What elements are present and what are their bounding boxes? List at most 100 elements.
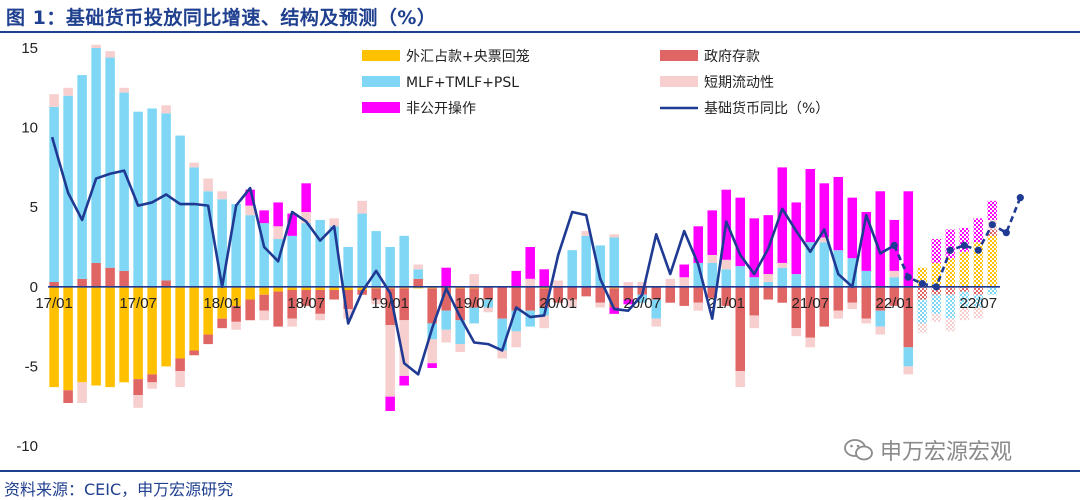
bar-omo-segment: [511, 270, 521, 287]
bar-gov-segment: [77, 278, 87, 287]
bar-short-segment: [273, 226, 283, 240]
bar-omo-segment: [763, 215, 774, 275]
bar-gov-segment: [903, 286, 914, 348]
bar-short-segment: [315, 313, 325, 321]
bar-short-segment: [497, 350, 507, 359]
x-tick-label: 22/01: [876, 295, 914, 312]
bar-mlf-segment: [917, 299, 928, 324]
bar-mlf-segment: [203, 191, 213, 287]
footer-rule: [0, 470, 1080, 472]
bar-gov-segment: [861, 286, 872, 319]
legend-swatch-gov: [660, 50, 698, 61]
bar-fx-segment: [959, 251, 970, 287]
bar-gov-segment: [469, 288, 479, 308]
bar-short-segment: [875, 326, 886, 335]
y-tick-label: 15: [21, 40, 38, 57]
bar-mlf-segment: [245, 215, 255, 287]
bar-omo-segment: [819, 183, 830, 238]
bar-gov-segment: [119, 270, 129, 287]
bar-short-segment: [833, 310, 844, 319]
watermark-text: 申万宏源宏观: [880, 440, 1013, 465]
bar-mlf-segment: [497, 318, 507, 351]
bar-gov-segment: [945, 286, 956, 295]
bar-fx-segment: [217, 286, 227, 319]
bar-short-segment: [539, 315, 549, 329]
legend-label-line: 基础货币同比（%）: [704, 100, 829, 117]
bar-fx-segment: [917, 267, 928, 287]
bar-mlf-segment: [637, 294, 647, 303]
x-tick-label: 22/07: [960, 295, 998, 312]
bar-fx-segment: [63, 286, 73, 391]
bar-gov-segment: [735, 286, 746, 372]
bar-gov-segment: [217, 318, 227, 329]
bar-gov-segment: [889, 286, 900, 306]
bar-gov-segment: [231, 305, 241, 322]
bar-mlf-segment: [91, 48, 101, 263]
bar-mlf-segment: [147, 108, 157, 287]
wechat-icon: [844, 439, 873, 461]
bar-gov-segment: [371, 288, 381, 300]
bar-omo-segment: [539, 269, 549, 287]
bar-short-segment: [147, 382, 157, 389]
chart: 15 10 5 0 -5 -10 17/01 17/07 18/01 18/07 19/01 19/0…: [16, 40, 1024, 455]
bar-mlf-segment: [973, 294, 984, 308]
bar-short-segment: [903, 366, 914, 375]
bar-mlf-segment: [105, 57, 115, 268]
bar-gov-segment: [833, 286, 844, 311]
bar-gov-segment: [931, 286, 942, 295]
bar-mlf-segment: [609, 237, 619, 287]
bar-short-segment: [119, 87, 129, 93]
bar-short-segment: [959, 307, 970, 321]
bar-mlf-segment: [959, 291, 970, 308]
bar-mlf-segment: [343, 247, 353, 287]
bar-mlf-segment: [49, 106, 59, 283]
bar-omo-segment: [805, 168, 816, 243]
bar-short-segment: [819, 237, 830, 243]
bar-omo-segment: [903, 191, 914, 287]
chart-title: 图 1：基础货币投放同比增速、结构及预测（%）: [6, 7, 437, 29]
bar-short-segment: [777, 262, 788, 268]
series-line-forecast: [893, 197, 1022, 289]
legend-label-omo: 非公开操作: [406, 101, 476, 117]
bar-fx-segment: [315, 286, 325, 290]
bar-fx-segment: [91, 286, 101, 386]
bar-omo-segment: [931, 239, 942, 263]
bar-fx-segment: [273, 286, 283, 292]
x-tick-label: 19/01: [371, 295, 409, 312]
bar-omo-segment: [259, 210, 269, 224]
bar-short-segment: [189, 162, 199, 168]
bar-short-segment: [245, 205, 255, 216]
bar-gov-segment: [483, 286, 493, 300]
bar-short-segment: [693, 302, 703, 311]
bar-mlf-segment: [329, 226, 339, 287]
series-line-actual: [50, 136, 895, 376]
bar-mlf-segment: [749, 277, 760, 287]
bar-omo-segment: [385, 396, 395, 411]
x-tick-label: 17/01: [35, 295, 73, 312]
bar-gov-segment: [763, 286, 774, 300]
y-tick-label: 5: [30, 199, 38, 216]
y-tick-label: -5: [25, 358, 38, 375]
bar-gov-segment: [847, 286, 858, 303]
bar-gov-segment: [259, 294, 269, 311]
bar-fx-segment: [287, 286, 297, 290]
bar-gov-segment: [91, 262, 101, 287]
bar-gov-segment: [581, 286, 591, 297]
bar-mlf-segment: [567, 250, 577, 287]
bar-gov-segment: [707, 286, 718, 298]
bar-gov-segment: [441, 286, 451, 311]
bar-short-segment: [483, 307, 493, 313]
bar-short-segment: [945, 318, 956, 332]
bar-mlf-segment: [483, 299, 493, 308]
bar-gov-segment: [245, 299, 255, 321]
bar-short-segment: [357, 200, 367, 214]
bar-fx-segment: [245, 286, 255, 300]
bar-mlf-segment: [763, 282, 774, 287]
forecast-point: [1016, 194, 1024, 202]
y-tick-label: -10: [16, 438, 38, 455]
bar-short-segment: [651, 318, 661, 327]
bar-mlf-segment: [581, 235, 591, 287]
bar-mlf-segment: [371, 231, 381, 287]
source-note: 资料来源：CEIC，申万宏源研究: [4, 480, 234, 499]
bar-fx-segment: [343, 286, 353, 290]
